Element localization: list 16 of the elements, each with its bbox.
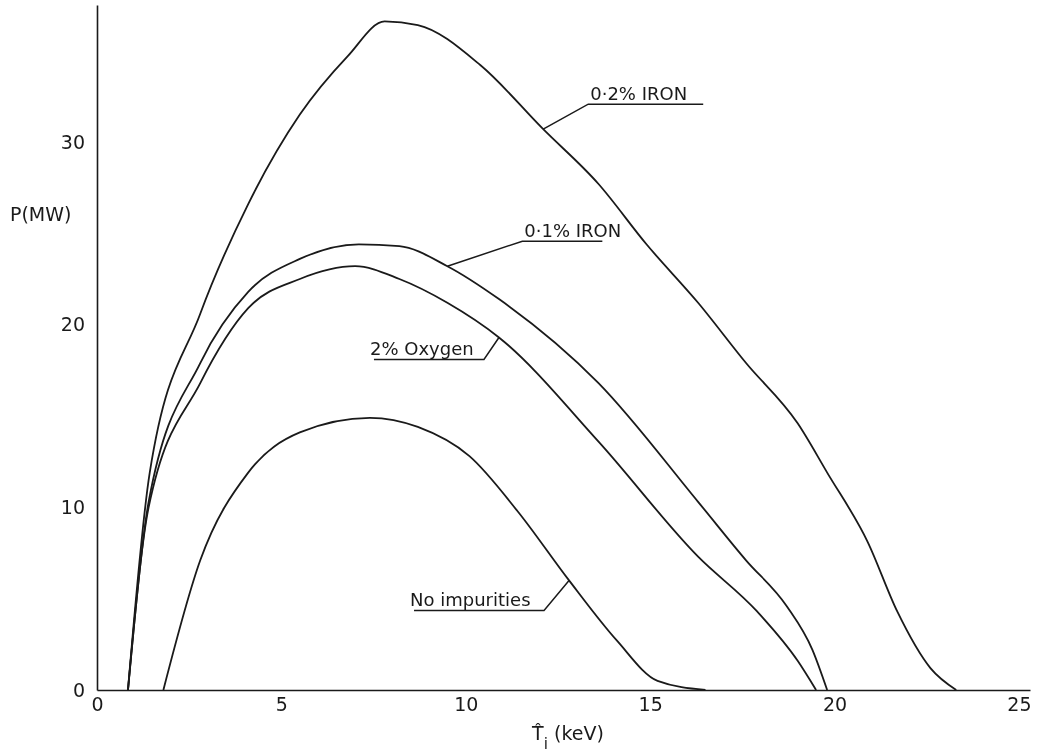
x-tick-label: 5 (275, 693, 288, 716)
x-axis-title: T̂$_{i}$ (keV) (531, 722, 604, 753)
y-tick-label: 30 (60, 130, 85, 153)
x-tick-label: 25 (1007, 693, 1032, 716)
x-tick-label: 0 (91, 693, 104, 716)
x-tick-label: 20 (822, 693, 848, 716)
text: 0·1% IRON (524, 220, 622, 242)
text: 0·2% IRON (590, 83, 688, 105)
y-tick-label: 10 (60, 495, 85, 518)
y-tick-label: 20 (60, 313, 85, 336)
x-tick-label: 10 (454, 693, 479, 716)
x-tick-label: 15 (638, 693, 663, 716)
y-tick-label: 0 (72, 678, 85, 701)
y-axis-title: P(MW) (10, 202, 72, 225)
series-label: 2% Oxygen (369, 338, 474, 360)
text: No impurities (410, 589, 531, 611)
